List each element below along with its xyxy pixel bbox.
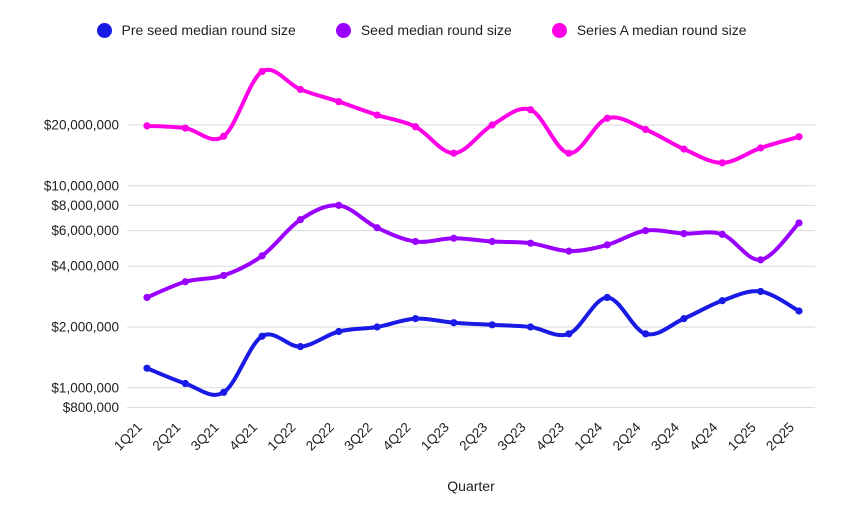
data-point-seed-median-round-size[interactable] (143, 293, 151, 302)
series-line-series-a-median-round-size (145, 67, 801, 165)
x-tick-label: 2Q22 (303, 420, 337, 454)
data-point-seed-median-round-size[interactable] (258, 252, 266, 260)
data-point-pre-seed-median-round-size[interactable] (757, 287, 765, 296)
x-tick-label: 2Q24 (610, 419, 644, 453)
data-point-pre-seed-median-round-size[interactable] (718, 297, 726, 305)
data-point-pre-seed-median-round-size[interactable] (220, 388, 228, 396)
x-tick-label: 4Q22 (380, 420, 414, 454)
y-tick-label: $2,000,000 (51, 320, 119, 335)
y-tick-label: $20,000,000 (44, 118, 119, 133)
data-point-series-a-median-round-size[interactable] (450, 149, 458, 157)
series-line-pre-seed-median-round-size (145, 289, 801, 397)
x-tick-label: 2Q21 (150, 420, 184, 454)
x-tick-label: 4Q24 (686, 419, 720, 453)
legend-item-pre-seed: Pre seed median round size (96, 22, 296, 38)
y-tick-label: $10,000,000 (44, 178, 119, 193)
data-point-pre-seed-median-round-size[interactable] (565, 330, 573, 338)
legend-item-series-a: Series A median round size (551, 22, 747, 38)
data-point-seed-median-round-size[interactable] (565, 247, 573, 255)
data-point-seed-median-round-size[interactable] (335, 201, 343, 209)
data-point-series-a-median-round-size[interactable] (526, 106, 535, 114)
data-point-seed-median-round-size[interactable] (411, 237, 420, 246)
data-point-seed-median-round-size[interactable] (373, 224, 381, 232)
data-point-series-a-median-round-size[interactable] (296, 85, 305, 94)
x-tick-label: 3Q22 (341, 420, 375, 454)
data-point-pre-seed-median-round-size[interactable] (680, 315, 688, 323)
data-point-seed-median-round-size[interactable] (641, 227, 650, 235)
series-line-seed-median-round-size (145, 203, 801, 300)
y-tick-label: $1,000,000 (51, 380, 119, 395)
legend-dot-seed-icon (335, 22, 351, 38)
x-tick-label: 2Q23 (456, 420, 490, 454)
data-point-pre-seed-median-round-size[interactable] (143, 364, 151, 372)
data-point-series-a-median-round-size[interactable] (718, 159, 726, 167)
y-tick-label: $6,000,000 (51, 223, 119, 238)
legend-label-seed: Seed median round size (360, 22, 512, 38)
y-tick-label: $800,000 (63, 400, 119, 415)
data-point-series-a-median-round-size[interactable] (335, 98, 343, 106)
data-point-series-a-median-round-size[interactable] (143, 122, 151, 130)
chart-legend: Pre seed median round size Seed median r… (0, 22, 843, 38)
x-tick-label: 1Q23 (418, 420, 452, 454)
data-point-pre-seed-median-round-size[interactable] (603, 293, 611, 302)
data-point-seed-median-round-size[interactable] (450, 234, 458, 242)
data-point-series-a-median-round-size[interactable] (680, 145, 688, 153)
legend-dot-pre-seed-icon (96, 22, 112, 38)
x-tick-label: 1Q22 (265, 420, 299, 454)
x-tick-label: 1Q25 (725, 420, 759, 454)
data-point-series-a-median-round-size[interactable] (757, 144, 765, 152)
data-point-pre-seed-median-round-size[interactable] (373, 323, 381, 331)
x-tick-label: 1Q21 (111, 420, 145, 454)
data-point-series-a-median-round-size[interactable] (565, 149, 573, 157)
x-tick-label: 3Q21 (188, 420, 222, 454)
x-axis-title: Quarter (447, 478, 495, 494)
data-point-series-a-median-round-size[interactable] (258, 67, 266, 76)
data-point-pre-seed-median-round-size[interactable] (526, 323, 535, 331)
data-point-seed-median-round-size[interactable] (718, 230, 726, 238)
data-point-pre-seed-median-round-size[interactable] (795, 307, 803, 315)
data-point-series-a-median-round-size[interactable] (373, 111, 381, 119)
data-point-pre-seed-median-round-size[interactable] (450, 319, 458, 327)
data-point-seed-median-round-size[interactable] (757, 256, 765, 264)
data-point-series-a-median-round-size[interactable] (641, 125, 650, 134)
data-point-pre-seed-median-round-size[interactable] (488, 321, 496, 329)
data-point-seed-median-round-size[interactable] (680, 229, 688, 238)
data-point-series-a-median-round-size[interactable] (220, 132, 228, 140)
data-point-series-a-median-round-size[interactable] (181, 124, 189, 132)
legend-dot-series-a-icon (551, 22, 567, 38)
data-point-seed-median-round-size[interactable] (181, 278, 189, 286)
x-tick-label: 2Q25 (763, 420, 797, 454)
data-point-pre-seed-median-round-size[interactable] (641, 330, 650, 338)
x-tick-label: 4Q21 (226, 420, 260, 454)
data-point-seed-median-round-size[interactable] (488, 237, 496, 246)
data-point-pre-seed-median-round-size[interactable] (181, 379, 189, 388)
data-point-seed-median-round-size[interactable] (603, 241, 611, 249)
x-tick-label: 4Q23 (533, 420, 567, 454)
data-point-series-a-median-round-size[interactable] (603, 114, 611, 122)
data-point-seed-median-round-size[interactable] (795, 219, 803, 227)
x-tick-label: 3Q23 (495, 420, 529, 454)
data-point-series-a-median-round-size[interactable] (795, 133, 803, 141)
legend-item-seed: Seed median round size (335, 22, 512, 38)
x-tick-label: 3Q24 (648, 419, 682, 453)
legend-label-series-a: Series A median round size (576, 22, 747, 38)
y-tick-label: $8,000,000 (51, 198, 119, 213)
y-tick-label: $4,000,000 (51, 259, 119, 274)
data-point-pre-seed-median-round-size[interactable] (258, 332, 266, 340)
data-point-seed-median-round-size[interactable] (220, 271, 228, 280)
data-point-series-a-median-round-size[interactable] (488, 121, 496, 129)
data-point-seed-median-round-size[interactable] (526, 239, 535, 247)
data-point-pre-seed-median-round-size[interactable] (296, 342, 305, 351)
data-point-pre-seed-median-round-size[interactable] (335, 327, 343, 336)
legend-label-pre-seed: Pre seed median round size (121, 22, 296, 38)
x-tick-label: 1Q24 (571, 419, 605, 453)
data-point-seed-median-round-size[interactable] (296, 216, 305, 224)
data-point-pre-seed-median-round-size[interactable] (411, 315, 420, 323)
data-point-series-a-median-round-size[interactable] (411, 123, 420, 131)
